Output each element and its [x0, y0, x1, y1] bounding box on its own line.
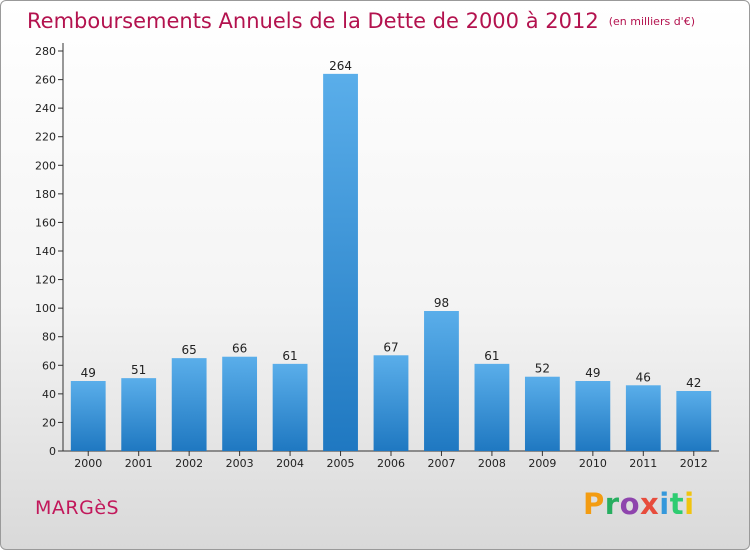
chart-title-text: Remboursements Annuels de la Dette de 20… [27, 9, 599, 33]
bar-value-label: 42 [686, 376, 701, 390]
y-tick-label: 140 [35, 245, 56, 258]
bar-2012 [676, 391, 712, 451]
y-tick-label: 60 [42, 359, 56, 372]
x-tick-label: 2008 [478, 457, 506, 470]
y-tick-label: 100 [35, 302, 56, 315]
y-tick-label: 80 [42, 331, 56, 344]
logo-letter: x [640, 487, 660, 521]
bar-2008 [474, 363, 510, 451]
bar-2010 [575, 381, 611, 451]
x-tick-label: 2010 [579, 457, 607, 470]
y-tick-label: 260 [35, 74, 56, 87]
bar-2006 [373, 355, 409, 451]
bar-value-label: 49 [585, 366, 600, 380]
bar-2004 [272, 363, 308, 451]
chart-title: Remboursements Annuels de la Dette de 20… [27, 9, 695, 33]
commune-name: MARGèS [35, 497, 120, 519]
y-tick-label: 160 [35, 216, 56, 229]
y-tick-label: 20 [42, 416, 56, 429]
bar-value-label: 46 [636, 370, 651, 384]
x-tick-label: 2006 [377, 457, 405, 470]
bar-2002 [171, 358, 207, 451]
logo-letter: P [583, 487, 605, 521]
bar-2003 [222, 356, 258, 451]
x-tick-label: 2012 [680, 457, 708, 470]
bar-2000 [70, 381, 106, 451]
y-tick-label: 200 [35, 159, 56, 172]
bar-2011 [625, 385, 661, 451]
x-tick-label: 2004 [276, 457, 304, 470]
bar-value-label: 61 [282, 349, 297, 363]
x-tick-label: 2001 [125, 457, 153, 470]
x-tick-label: 2005 [327, 457, 355, 470]
bar-value-label: 264 [329, 59, 352, 73]
bar-value-label: 65 [182, 343, 197, 357]
logo-letter: i [684, 487, 695, 521]
bar-2009 [524, 376, 560, 451]
bar-value-label: 49 [81, 366, 96, 380]
bar-value-label: 66 [232, 342, 247, 356]
y-tick-label: 40 [42, 388, 56, 401]
bar-2005 [323, 73, 358, 451]
y-tick-label: 0 [49, 445, 56, 458]
logo-letter: r [604, 487, 620, 521]
logo-letter: o [619, 487, 641, 521]
x-tick-label: 2003 [226, 457, 254, 470]
logo-letter: i [659, 487, 670, 521]
bar-2001 [121, 378, 157, 451]
y-tick-label: 280 [35, 45, 56, 58]
bar-value-label: 52 [535, 362, 550, 376]
x-tick-label: 2002 [175, 457, 203, 470]
bar-value-label: 67 [383, 340, 398, 354]
logo-letter: t [669, 487, 685, 521]
bar-value-label: 98 [434, 296, 449, 310]
x-tick-label: 2009 [528, 457, 556, 470]
bar-value-label: 61 [484, 349, 499, 363]
y-tick-label: 120 [35, 274, 56, 287]
y-tick-label: 220 [35, 131, 56, 144]
y-tick-label: 180 [35, 188, 56, 201]
bar-2007 [424, 311, 459, 451]
bar-value-label: 51 [131, 363, 146, 377]
proxiti-logo: Proxiti [583, 487, 695, 521]
y-tick-label: 240 [35, 102, 56, 115]
x-tick-label: 2007 [427, 457, 455, 470]
chart-unit: (en milliers d'€) [608, 15, 695, 28]
x-tick-label: 2000 [74, 457, 102, 470]
x-tick-label: 2011 [629, 457, 657, 470]
